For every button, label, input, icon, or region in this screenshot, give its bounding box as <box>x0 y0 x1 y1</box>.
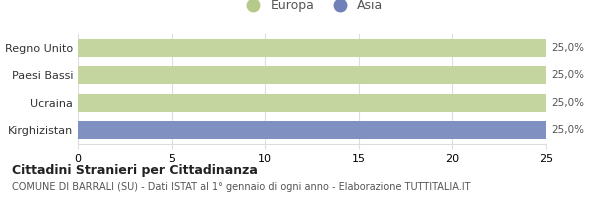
Text: Cittadini Stranieri per Cittadinanza: Cittadini Stranieri per Cittadinanza <box>12 164 258 177</box>
Bar <box>78 66 546 84</box>
Text: 25,0%: 25,0% <box>551 70 584 80</box>
Text: 25,0%: 25,0% <box>551 125 584 135</box>
Legend: Europa, Asia: Europa, Asia <box>236 0 388 17</box>
Text: 25,0%: 25,0% <box>551 98 584 108</box>
Bar <box>78 94 546 112</box>
Bar <box>78 39 546 57</box>
Text: 25,0%: 25,0% <box>551 43 584 53</box>
Bar <box>78 121 546 139</box>
Text: COMUNE DI BARRALI (SU) - Dati ISTAT al 1° gennaio di ogni anno - Elaborazione TU: COMUNE DI BARRALI (SU) - Dati ISTAT al 1… <box>12 182 470 192</box>
